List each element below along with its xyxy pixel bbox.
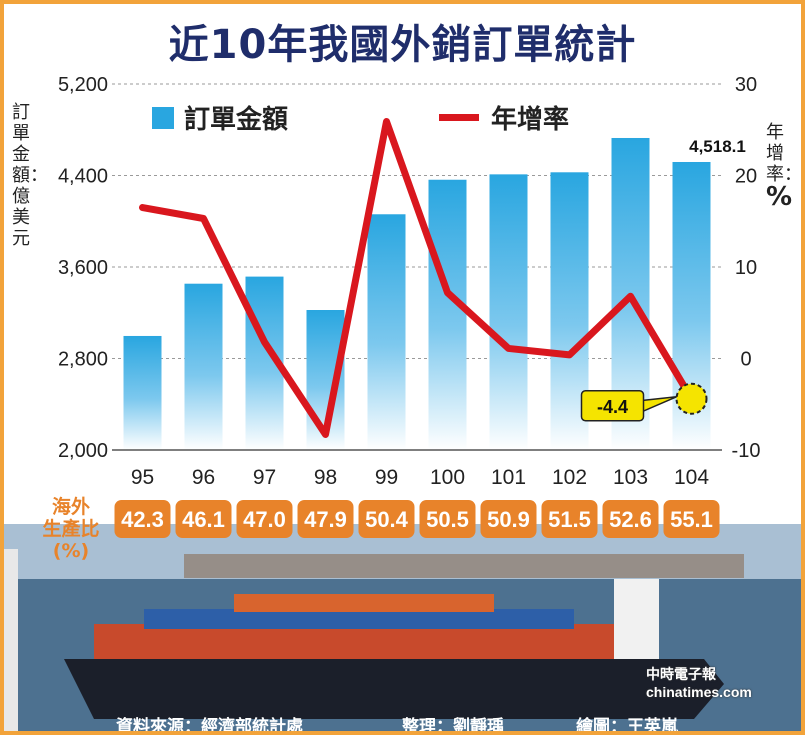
overseas-ratio-badge [663,500,720,538]
bar-99 [367,214,406,450]
overseas-ratio-badge [114,500,171,538]
y-tick-label-right: -10 [732,440,761,462]
callout-box [580,390,645,422]
x-tick-label: 100 [430,466,465,489]
crane-post [4,549,18,731]
growth-rate-point-102 [568,353,571,356]
growth-rate-point-99 [385,120,388,123]
ship-hull [64,659,724,719]
y-tick-label-left: 2,000 [58,440,108,462]
overseas-ratio-badge [419,500,476,538]
left-axis-label: 訂單金額：億美元 [12,102,48,249]
source-data: 資料來源：經濟部統計處 [116,717,303,735]
overseas-ratio-badge [175,500,232,538]
overseas-ratio-value: 50.4 [365,507,409,532]
growth-rate-point-95 [141,206,144,209]
legend-bar-label: 訂單金額 [184,105,289,135]
callout-value-label: -4.4 [597,397,628,417]
x-tick-label: 104 [674,466,709,489]
overseas-ratio-value: 50.9 [487,507,530,532]
cargo-ship-photo [4,524,801,731]
container-stack-blue [144,609,574,629]
bar-95 [123,335,162,450]
growth-rate-point-103 [629,295,632,298]
growth-rate-point-100 [446,291,449,294]
growth-rate-line [139,118,695,438]
source-artist: 繪圖：王英嵐 [576,717,678,735]
overseas-ratio-value: 42.3 [121,507,164,532]
y-tick-label-right: 20 [735,166,757,188]
legend-line-item: 年增率 [439,99,569,136]
source-editor: 整理：劉靜瑀 [402,717,504,735]
overseas-ratio-value: 47.0 [243,507,286,532]
chart-svg: 2,000 2,800 3,600 4,400 5,200 -10 0 10 20 30 95 96 9… [58,74,761,538]
y-tick-label-right: 10 [735,257,757,279]
overseas-ratio-badge [541,500,598,538]
band-title-line-3: (%) [52,540,90,562]
overseas-production-ratio-title: 海外 生產比 (%) [40,496,102,562]
x-tick-label: 102 [552,466,587,489]
y-tick-label-right: 0 [740,349,751,371]
x-tick-label: 96 [192,466,215,489]
band-title-line-1: 海外 [51,496,90,518]
overseas-ratio-value: 51.5 [548,507,591,532]
y-tick-label-left: 4,400 [58,166,108,188]
legend-bar-item: 訂單金額 [152,99,288,136]
band-title-line-2: 生產比 [42,518,100,540]
y-tick-label-left: 5,200 [58,74,108,96]
overseas-ratio-badge [480,500,537,538]
overseas-ratio-badge [602,500,659,538]
legend-line-label: 年增率 [491,105,570,135]
bar-101 [489,174,528,450]
x-tick-label: 97 [253,466,276,489]
ship-bridge [614,579,659,659]
y-tick-label-right: 30 [735,74,757,96]
bar-100 [428,179,467,450]
x-tick-label: 95 [131,466,154,489]
x-tick-label: 101 [491,466,526,489]
growth-rate-point-98 [324,433,327,436]
cargo-ship-illustration [4,524,801,731]
growth-rate-point-101 [507,347,510,350]
growth-rate-point-96 [202,217,205,220]
y-tick-label-left: 3,600 [58,257,108,279]
right-axis-label-text: 年增率： [766,122,802,185]
overseas-ratio-value: 46.1 [182,507,225,532]
x-tick-label: 103 [613,466,648,489]
y-tick-label-left: 2,800 [58,349,108,371]
overseas-ratio-badge [297,500,354,538]
overseas-ratio-value: 47.9 [304,507,347,532]
legend-bar-swatch [152,106,174,129]
last-bar-value-label: 4,518.1 [689,137,746,156]
overseas-ratio-badge [236,500,293,538]
container-stack-red [94,624,614,659]
legend-line-swatch [439,114,479,121]
x-tick-label: 99 [375,466,398,489]
overseas-ratio-value: 55.1 [670,507,713,532]
overseas-ratio-value: 52.6 [609,507,652,532]
overseas-ratio-value: 50.5 [426,507,469,532]
overseas-ratio-badge [358,500,415,538]
port-containers [184,554,744,578]
callout-highlight-circle [675,382,708,415]
watermark: 中時電子報 chinatimes.com [646,666,752,700]
bar-96 [184,283,223,450]
chart-title: 近10年我國外銷訂單統計 [168,22,637,68]
container-stack-orange [234,594,494,612]
growth-rate-point-97 [263,341,266,344]
x-tick-label: 98 [314,466,337,489]
